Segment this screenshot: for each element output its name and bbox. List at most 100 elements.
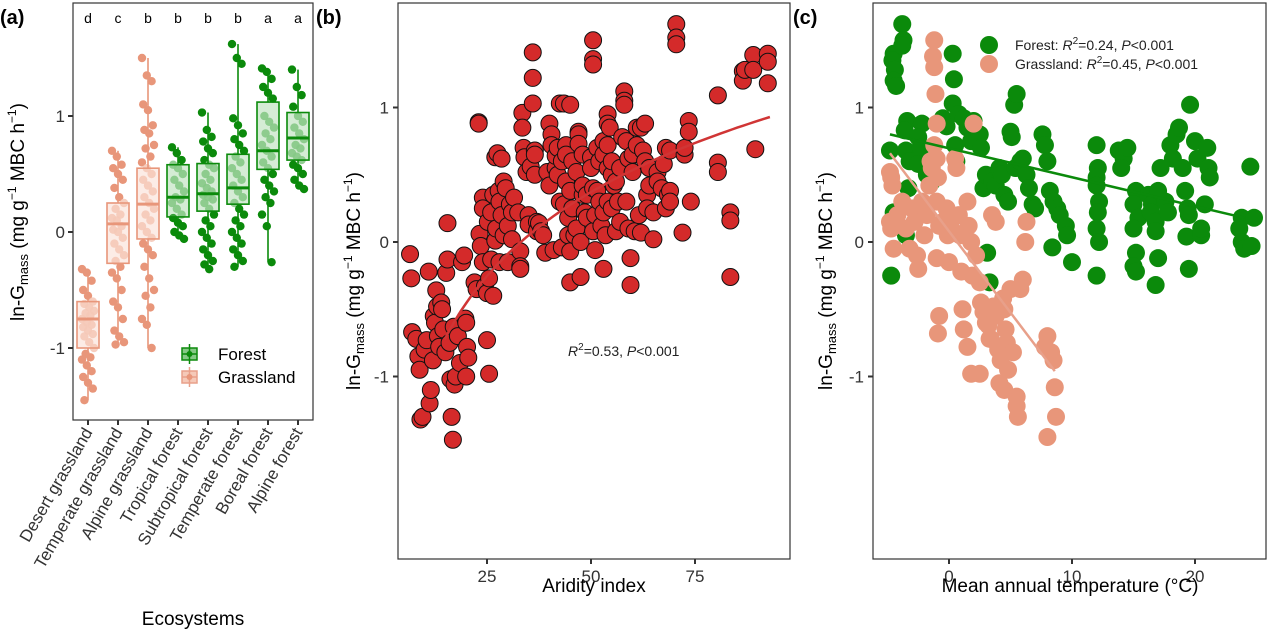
data-point [139,100,148,109]
data-point [584,55,603,74]
data-point [85,338,94,347]
significance-letter: b [234,10,242,26]
data-point [298,117,307,127]
data-point [260,175,269,184]
data-point [227,39,237,49]
data-point-grassland [947,159,966,178]
data-point [296,144,305,153]
data-point [269,123,279,132]
panel-c-frame [872,2,1267,560]
data-point-grassland [1008,407,1027,426]
data-point [230,262,239,271]
data-point-forest [1126,243,1145,262]
data-point [230,135,239,144]
panel-c-forest-fit-line [889,133,1245,220]
data-point [88,329,98,339]
data-point-forest [895,121,914,140]
data-point [232,169,241,179]
data-point [708,163,727,182]
data-point [141,210,150,219]
data-point [262,222,271,231]
data-point-forest [1118,138,1137,157]
data-point [148,187,157,196]
data-point [443,430,462,449]
data-point [534,226,553,245]
data-point [238,129,247,138]
data-point-grassland [999,360,1018,379]
data-point [758,52,777,71]
data-point-grassland [917,206,936,225]
data-point [87,276,96,285]
data-point [525,145,544,164]
x-tick-label: 0 [944,567,953,586]
data-point [239,210,249,219]
data-point [149,140,159,150]
data-point [149,204,159,213]
data-point [206,175,215,184]
data-point [469,114,488,133]
legend-item-forest: Forest: R2=0.24, P<0.001 [980,36,1174,54]
legend-label-forest: Forest [218,345,266,364]
data-point-forest [1241,157,1260,176]
data-point [235,140,244,150]
data-point-grassland [970,273,989,292]
data-point [177,155,186,165]
data-point [257,210,267,219]
data-point [484,286,503,305]
data-point [178,222,187,231]
data-point [112,152,122,161]
data-point-grassland [1045,378,1064,397]
data-point [267,152,276,161]
panel-a-label: (a) [0,7,24,29]
data-point-forest [1181,95,1200,114]
data-point [80,396,89,405]
data-point [289,102,298,111]
data-point [523,43,542,62]
data-point-forest [1158,203,1177,222]
data-point [113,227,123,237]
data-point [433,300,452,319]
data-point [143,181,153,190]
data-point [679,122,698,141]
box-iqr [286,111,310,161]
data-point-forest [882,266,901,285]
data-point [292,82,301,92]
panel-b-annotation: R2=0.53, P<0.001 [568,342,680,359]
data-point [202,233,211,242]
data-point [402,269,421,288]
legend-item-forest: Forest [181,344,266,364]
data-point [140,262,149,271]
data-point [636,114,655,133]
data-point-forest [1179,206,1198,225]
data-point [137,158,147,167]
data-point [401,245,420,264]
data-point [299,184,309,194]
data-point [142,320,151,329]
data-point [238,256,247,266]
data-point-forest [1200,168,1219,187]
data-point-grassland [928,324,947,343]
legend-label-grassland: Grassland [218,368,295,387]
data-point [293,111,303,121]
data-point [523,68,542,87]
data-point [298,169,307,179]
box-iqr [76,300,100,349]
panel-b-y-axis-title: ln-Gmass (mg g−1 MBC h−1) [341,172,367,390]
panel-b-label: (b) [316,7,342,29]
data-point [478,331,496,350]
data-point [571,233,590,251]
data-point [107,146,117,155]
data-point-forest [1019,179,1038,198]
data-point-grassland [1038,428,1057,447]
data-point-grassland [954,320,973,339]
data-point-grassland [928,168,947,187]
data-point [200,198,209,208]
data-point-forest [1151,159,1170,178]
data-point [199,137,208,146]
data-point [744,60,763,79]
data-point [79,285,88,295]
data-point [586,241,605,260]
data-point [227,164,237,173]
data-point [197,227,207,237]
